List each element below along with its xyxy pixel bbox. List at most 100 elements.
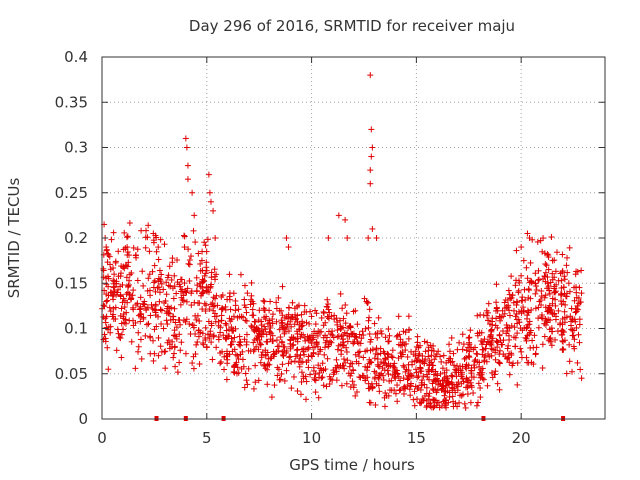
data-point [326, 381, 333, 388]
data-point [542, 322, 549, 329]
data-point [494, 344, 501, 351]
data-point [118, 305, 125, 312]
data-point [196, 300, 203, 307]
data-point [438, 358, 445, 365]
data-point [569, 327, 576, 334]
data-point [548, 306, 555, 313]
data-point [526, 235, 533, 241]
data-point [461, 400, 468, 407]
data-point [166, 263, 173, 270]
data-point [424, 339, 431, 346]
data-point [182, 287, 189, 294]
data-point [280, 353, 287, 360]
data-point [486, 353, 493, 360]
data-point [190, 365, 197, 372]
data-point [488, 341, 495, 348]
data-point [365, 235, 372, 241]
data-point [569, 368, 576, 375]
y-tick-label: 0.4 [64, 48, 88, 66]
data-point [109, 293, 116, 300]
data-point [403, 340, 410, 347]
data-point [566, 358, 573, 365]
data-point [514, 381, 521, 388]
data-point [103, 324, 110, 331]
data-point [275, 343, 282, 350]
data-point [287, 353, 294, 360]
data-point [497, 337, 504, 344]
data-point [340, 315, 347, 322]
data-point [537, 297, 544, 304]
data-point [163, 279, 170, 286]
data-point [411, 402, 418, 409]
data-point [359, 372, 366, 379]
data-point [522, 334, 529, 341]
data-point [561, 276, 568, 283]
data-point [385, 371, 392, 378]
data-point [277, 334, 284, 341]
data-point [292, 316, 299, 323]
data-point [201, 300, 208, 307]
data-point [341, 342, 348, 349]
data-point [130, 287, 137, 294]
data-point [162, 365, 169, 372]
data-point [548, 325, 555, 332]
data-point [264, 338, 271, 345]
data-point [193, 287, 200, 294]
data-point [527, 329, 534, 336]
data-point [433, 402, 440, 409]
data-point [155, 352, 162, 359]
data-point [551, 310, 558, 317]
data-point [186, 277, 193, 284]
data-point [139, 268, 146, 275]
data-point [313, 310, 320, 317]
data-point [121, 297, 128, 304]
data-point [438, 402, 445, 409]
data-point [356, 331, 363, 338]
data-point [279, 351, 286, 358]
data-point [230, 290, 237, 297]
data-point [423, 384, 430, 391]
data-point [347, 383, 354, 390]
data-point [104, 259, 111, 266]
data-point [157, 306, 164, 313]
data-point [281, 315, 288, 322]
data-point [396, 387, 403, 394]
data-point [330, 367, 337, 374]
data-point [577, 299, 584, 306]
data-point [178, 286, 185, 293]
data-point [267, 298, 274, 305]
data-point [174, 279, 181, 286]
data-point [279, 283, 286, 290]
data-point [181, 233, 188, 240]
data-point [346, 333, 353, 340]
data-point [278, 338, 285, 345]
data-point [208, 281, 215, 288]
data-point [557, 292, 564, 299]
data-point [489, 315, 496, 322]
data-point [126, 220, 133, 227]
data-point [432, 353, 439, 360]
data-point [527, 344, 534, 351]
data-point [205, 171, 212, 178]
data-point [244, 290, 251, 297]
data-point [320, 308, 327, 315]
data-point [328, 313, 335, 320]
data-point [574, 359, 581, 366]
data-point [132, 252, 139, 259]
data-point [492, 368, 499, 375]
data-point [261, 298, 268, 305]
data-point [542, 278, 549, 285]
data-point [188, 253, 195, 260]
data-point [414, 333, 421, 340]
data-point [305, 364, 312, 371]
data-point [405, 375, 412, 382]
data-point [224, 360, 231, 367]
data-point [573, 324, 580, 331]
data-point [231, 364, 238, 371]
data-point [303, 308, 310, 315]
data-point [199, 279, 206, 286]
data-point [423, 397, 430, 404]
data-point [170, 313, 177, 320]
data-point [487, 321, 494, 328]
data-point [354, 321, 361, 328]
